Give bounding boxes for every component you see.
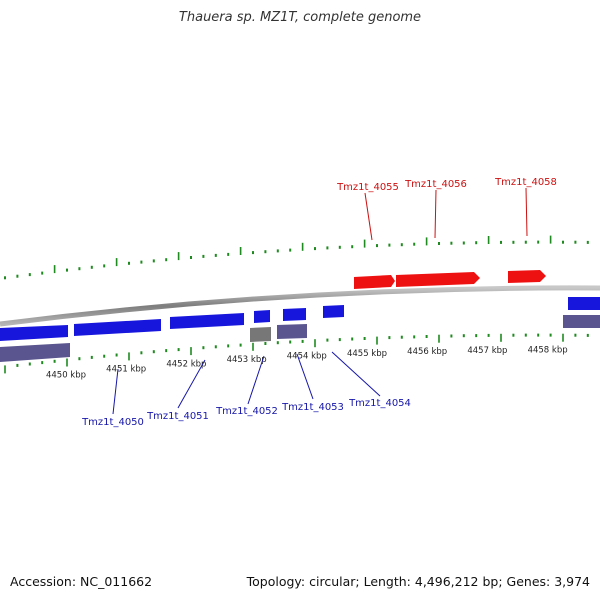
tick-label: 4457 kbp: [467, 346, 507, 356]
gene-arrow-tmz1t-4054a[interactable]: [283, 308, 306, 321]
label-leader-lines: [112, 187, 528, 415]
tick-label: 4458 kbp: [528, 346, 568, 356]
tick-label: 4456 kbp: [407, 347, 447, 357]
tick-label: 4451 kbp: [106, 365, 146, 375]
rna-feature-middle[interactable]: [277, 324, 307, 339]
tick-label: 4453 kbp: [227, 355, 267, 365]
rna-feature-left[interactable]: [0, 343, 70, 362]
tick-label: 4454 kbp: [287, 352, 327, 362]
gene-label-tmz1t-4055[interactable]: Tmz1t_4055: [336, 182, 399, 193]
tick-labels: 4450 kbp 4451 kbp 4452 kbp 4453 kbp 4454 kbp…: [46, 346, 568, 381]
gene-arrow-tmz1t-4053[interactable]: [254, 310, 270, 323]
gene-label-tmz1t-4053[interactable]: Tmz1t_4053: [281, 402, 344, 413]
gene-arrow-right-edge[interactable]: [568, 297, 600, 310]
accession-text: Accession: NC_011662: [10, 574, 153, 589]
tick-label: 4455 kbp: [347, 349, 387, 359]
gene-label-tmz1t-4050[interactable]: Tmz1t_4050: [81, 417, 144, 428]
forward-strand-genes: [354, 270, 546, 289]
gene-label-tmz1t-4051[interactable]: Tmz1t_4051: [146, 411, 209, 422]
pseudo-feature[interactable]: [250, 327, 271, 342]
gene-arrow-tmz1t-4054b[interactable]: [323, 305, 344, 318]
feature-boxes: [0, 315, 600, 362]
gene-labels: Tmz1t_4055 Tmz1t_4056 Tmz1t_4058 Tmz1t_4…: [81, 177, 557, 428]
gene-label-tmz1t-4052[interactable]: Tmz1t_4052: [215, 406, 278, 417]
gene-arrow-tmz1t-4052[interactable]: [170, 313, 244, 329]
gene-label-tmz1t-4054[interactable]: Tmz1t_4054: [348, 398, 411, 409]
tick-label: 4452 kbp: [166, 360, 206, 370]
page-title: Thauera sp. MZ1T, complete genome: [178, 10, 422, 25]
gene-arrow-tmz1t-4056[interactable]: [396, 272, 480, 287]
tick-row-outer: [4, 235, 589, 280]
reverse-strand-genes: [0, 297, 600, 341]
gene-arrow-tmz1t-4050[interactable]: [0, 325, 68, 341]
rna-feature-right[interactable]: [563, 315, 600, 328]
tick-row-inner: [4, 333, 589, 374]
genome-backbone: [0, 285, 600, 327]
gene-arrow-tmz1t-4058[interactable]: [508, 270, 546, 283]
gene-arrow-tmz1t-4051[interactable]: [74, 319, 161, 336]
gene-label-tmz1t-4058[interactable]: Tmz1t_4058: [494, 177, 557, 188]
gene-arrow-tmz1t-4055[interactable]: [354, 275, 395, 289]
gene-label-tmz1t-4056[interactable]: Tmz1t_4056: [404, 179, 467, 190]
tick-label: 4450 kbp: [46, 371, 86, 381]
genome-summary-text: Topology: circular; Length: 4,496,212 bp…: [246, 574, 590, 589]
